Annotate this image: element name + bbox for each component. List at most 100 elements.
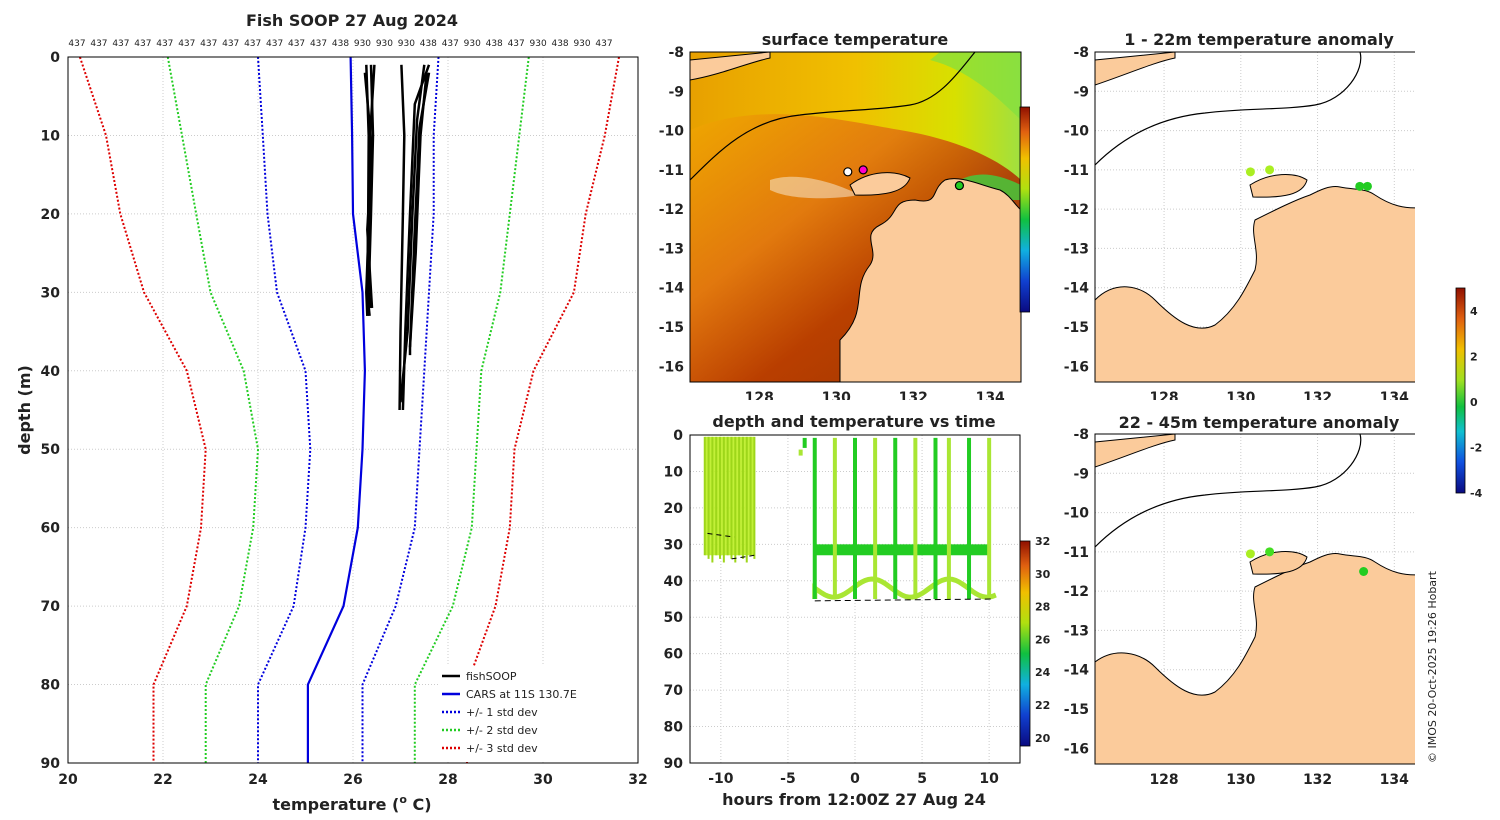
anomaly-colorbar: 4 2 0 -2 -4 bbox=[1455, 287, 1483, 500]
profile-x-tick: 22 bbox=[153, 772, 172, 788]
profile-y-tick: 90 bbox=[41, 756, 61, 772]
sst-map: surface temperature 128 130 132 134 -8 -9 -10 -… bbox=[659, 30, 1030, 400]
map-y-tick: -10 bbox=[1064, 124, 1090, 140]
profile-line bbox=[399, 64, 426, 403]
sst-land bbox=[839, 178, 1022, 383]
depth-time-colorbar-tick: 22 bbox=[1035, 699, 1050, 712]
vessel-id-label: 438 bbox=[332, 39, 349, 49]
vessel-id-label: 437 bbox=[595, 39, 612, 49]
legend-label: +/- 2 std dev bbox=[466, 724, 538, 737]
anomaly-deep-isobath bbox=[1094, 433, 1362, 548]
vessel-id-label: 438 bbox=[420, 39, 437, 49]
profile-x-ticks: 20 22 24 26 28 30 32 bbox=[58, 772, 647, 788]
sst-island-north bbox=[689, 51, 771, 81]
map-x-tick: 132 bbox=[1303, 772, 1332, 788]
vessel-id-label: 438 bbox=[551, 39, 568, 49]
anomaly-colorbar-tick: -2 bbox=[1470, 441, 1482, 454]
profile-line bbox=[408, 72, 428, 348]
map-y-tick: -16 bbox=[1064, 359, 1089, 375]
anomaly-deep-axes-box bbox=[1094, 433, 1415, 765]
profile-legend: fishSOOP CARS at 11S 130.7E +/- 1 std dev +… bbox=[438, 666, 636, 760]
anomaly-shallow-ticks: 128 130 132 134 -8 -9 -10 -11 -12 -13 -14 -15 -16 bbox=[1064, 45, 1409, 400]
depth-time-y-tick: 80 bbox=[664, 720, 684, 736]
map-x-tick: 128 bbox=[745, 390, 774, 400]
sst-title: surface temperature bbox=[762, 30, 949, 49]
profile-y-tick: 0 bbox=[50, 50, 60, 66]
anomaly-shallow-isobath bbox=[1094, 51, 1362, 166]
map-y-tick: -16 bbox=[1064, 741, 1089, 757]
vessel-id-label: 437 bbox=[508, 39, 525, 49]
map-x-tick: 130 bbox=[1226, 772, 1255, 788]
anomaly-point bbox=[1362, 181, 1372, 191]
depth-time-x-tick: 0 bbox=[850, 771, 860, 787]
map-y-tick: -9 bbox=[668, 84, 684, 100]
vessel-id-label: 930 bbox=[398, 39, 415, 49]
vessel-id-label: 437 bbox=[112, 39, 129, 49]
anomaly-colorbar-tick: 0 bbox=[1470, 396, 1478, 409]
deployment-3-band bbox=[814, 544, 990, 556]
map-x-tick: 130 bbox=[1226, 390, 1255, 400]
anomaly-deep-title: 22 - 45m temperature anomaly bbox=[1119, 413, 1400, 432]
profile-ylabel: depth (m) bbox=[15, 365, 34, 455]
profile-y-tick: 80 bbox=[41, 678, 61, 694]
profile-x-tick: 28 bbox=[438, 772, 457, 788]
bottom-depth-line-early bbox=[731, 554, 755, 560]
anomaly-point bbox=[1245, 549, 1255, 559]
depth-time-y-tick: 50 bbox=[664, 610, 684, 626]
map-y-tick: -15 bbox=[1064, 320, 1089, 336]
legend-label: CARS at 11S 130.7E bbox=[466, 688, 577, 701]
profile-y-tick: 40 bbox=[41, 364, 61, 380]
profile-title: Fish SOOP 27 Aug 2024 bbox=[246, 11, 458, 30]
anomaly-colorbar-ticks: 4 2 0 -2 -4 bbox=[1470, 305, 1483, 500]
map-y-tick: -14 bbox=[659, 281, 685, 297]
depth-time-data bbox=[703, 436, 997, 602]
vessel-id-label: 930 bbox=[464, 39, 481, 49]
profile-y-tick: 60 bbox=[41, 521, 61, 537]
depth-time-y-tick: 90 bbox=[664, 756, 684, 772]
vessel-id-label: 437 bbox=[288, 39, 305, 49]
depth-time-colorbar-tick: 30 bbox=[1035, 568, 1051, 581]
map-y-tick: -11 bbox=[1064, 163, 1089, 179]
map-y-tick: -9 bbox=[1073, 84, 1089, 100]
depth-time-colorbar-tick: 20 bbox=[1035, 732, 1051, 745]
depth-time-y-tick: 10 bbox=[664, 464, 684, 480]
stray-point bbox=[798, 449, 803, 456]
profile-line bbox=[413, 56, 530, 763]
anomaly-map-deep: 22 - 45m temperature anomaly 128 130 132 13… bbox=[1064, 413, 1415, 788]
map-y-tick: -13 bbox=[659, 241, 684, 257]
profile-xlabel: temperature (o C) bbox=[272, 793, 431, 814]
anomaly-point bbox=[1355, 181, 1365, 191]
sst-markers bbox=[843, 165, 965, 191]
legend-label: +/- 1 std dev bbox=[466, 706, 538, 719]
anomaly-colorbar-tick: 4 bbox=[1470, 305, 1478, 318]
depth-time-y-tick: 20 bbox=[664, 501, 684, 517]
deployment-2-bottom bbox=[812, 576, 997, 600]
profile-line bbox=[257, 56, 312, 763]
legend-label: fishSOOP bbox=[466, 670, 517, 683]
map-y-tick: -15 bbox=[659, 320, 684, 336]
map-x-tick: 134 bbox=[1380, 390, 1409, 400]
vessel-id-label: 437 bbox=[178, 39, 195, 49]
depth-time-colorbar bbox=[1019, 540, 1031, 747]
anomaly-shallow-island bbox=[1249, 174, 1308, 198]
profile-y-tick: 50 bbox=[41, 442, 61, 458]
profile-y-tick: 30 bbox=[41, 285, 61, 301]
map-y-tick: -11 bbox=[659, 163, 684, 179]
anomaly-shallow-land bbox=[1094, 186, 1415, 383]
anomaly-deep-land bbox=[1094, 553, 1415, 765]
profile-x-tick: 20 bbox=[58, 772, 78, 788]
vessel-id-label: 437 bbox=[310, 39, 327, 49]
depth-time-colorbar-tick: 28 bbox=[1035, 601, 1050, 614]
depth-time-x-tick: 10 bbox=[979, 771, 999, 787]
vessel-id-label: 930 bbox=[530, 39, 547, 49]
anomaly-deep-ticks: 128 130 132 134 -8 -9 -10 -11 -12 -13 -14 -15 -16 bbox=[1064, 427, 1409, 788]
anomaly-deep-island-north bbox=[1094, 433, 1176, 468]
map-y-tick: -8 bbox=[1073, 427, 1089, 443]
vessel-id-label: 437 bbox=[90, 39, 107, 49]
sst-ticks: 128 130 132 134 -8 -9 -10 -11 -12 -13 -14 -15 -16 bbox=[659, 45, 1005, 400]
anomaly-deep-points bbox=[1245, 547, 1369, 576]
anomaly-shallow-axes-box bbox=[1094, 51, 1415, 383]
map-y-tick: -15 bbox=[1064, 702, 1089, 718]
anomaly-colorbar-tick: 2 bbox=[1470, 350, 1478, 363]
map-y-tick: -12 bbox=[1064, 202, 1089, 218]
